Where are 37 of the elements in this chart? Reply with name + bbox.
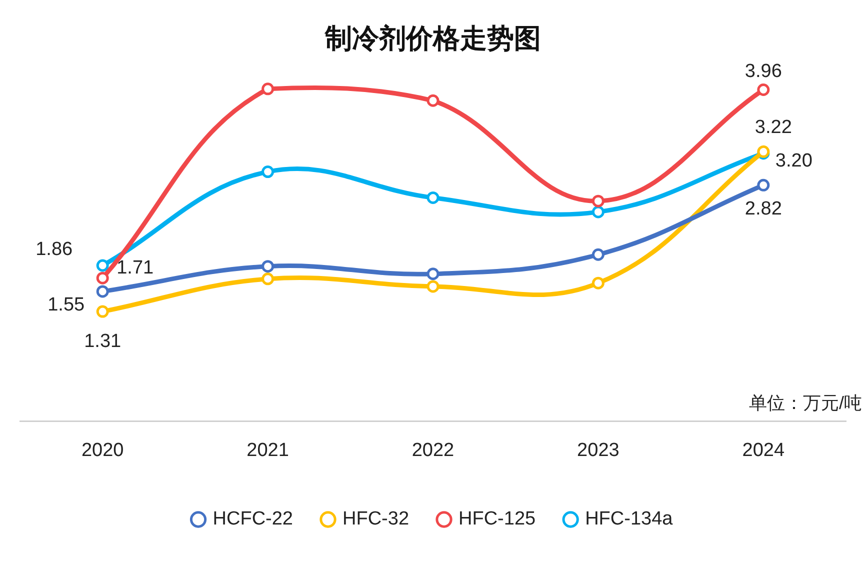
point: [426, 191, 440, 204]
x-tick-label: 2021: [246, 440, 289, 461]
point: [96, 272, 109, 284]
text: 单位：万元/吨: [748, 393, 862, 414]
x-tick-label: 2023: [577, 440, 620, 461]
data-label: 1.71: [116, 257, 154, 278]
point: [262, 82, 274, 96]
data-label: 3.22: [754, 116, 792, 138]
point: [757, 178, 770, 192]
point: [592, 194, 604, 208]
x-tick-label: 2024: [742, 440, 785, 461]
point: [262, 166, 274, 178]
point: [96, 305, 109, 318]
point: [592, 276, 604, 290]
data-label: 2.82: [744, 198, 782, 220]
data-label: 3.96: [744, 60, 782, 82]
data-label: 1.55: [48, 294, 85, 316]
point: [757, 84, 770, 96]
point: [592, 248, 604, 261]
chart-title: 制冷剂价格走势图: [324, 24, 541, 54]
data-label: 1.86: [36, 238, 73, 260]
point: [96, 259, 109, 272]
point: [592, 206, 604, 218]
point: [262, 272, 274, 286]
data-label: 3.20: [775, 150, 812, 172]
point: [96, 285, 109, 298]
legend-label: HFC-134a: [585, 508, 674, 530]
legend-label: HFC-125: [458, 508, 536, 530]
point: [262, 260, 274, 273]
point: [426, 268, 440, 280]
point: [426, 94, 440, 107]
x-tick-label: 2020: [81, 440, 124, 461]
x-tick-label: 2022: [412, 440, 454, 461]
point: [426, 280, 440, 293]
data-label: 1.31: [84, 330, 122, 352]
legend-label: HCFC-22: [212, 508, 294, 530]
legend-label: HFC-32: [342, 508, 410, 530]
